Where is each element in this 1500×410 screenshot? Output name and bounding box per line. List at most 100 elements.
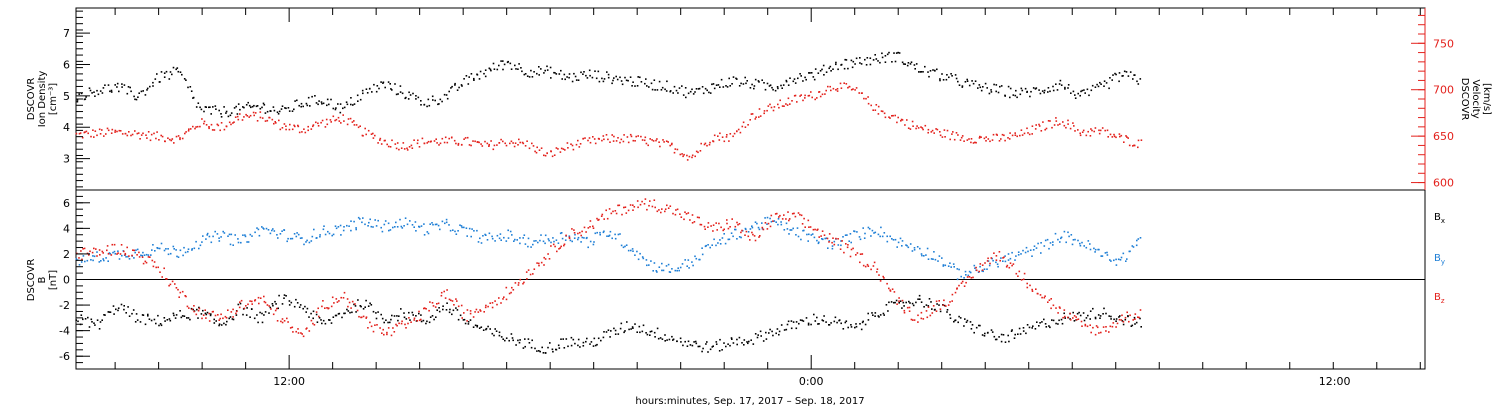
density-point (152, 85, 154, 87)
by-point (907, 246, 910, 249)
velocity-point (535, 151, 538, 154)
velocity-point (605, 134, 608, 136)
density-point (543, 72, 545, 74)
density-point (296, 99, 298, 102)
by-point (227, 235, 229, 237)
density-point (819, 70, 822, 72)
velocity-point (93, 136, 95, 138)
velocity-point (742, 121, 745, 124)
bz-point (1059, 307, 1061, 309)
bz-point (120, 244, 123, 246)
by-point (150, 254, 152, 256)
by-point (926, 247, 929, 250)
velocity-point (1001, 133, 1004, 136)
bz-point (722, 229, 724, 232)
density-point (725, 85, 727, 87)
density-point (672, 92, 674, 94)
velocity-point (443, 141, 446, 144)
bz-point (954, 291, 957, 294)
bz-point (463, 312, 465, 314)
velocity-point (1093, 130, 1095, 133)
density-point (658, 80, 661, 83)
by-point (947, 265, 950, 267)
density-point (121, 83, 123, 85)
bx-point (991, 331, 994, 333)
bz-point (621, 213, 623, 216)
by-point (810, 234, 813, 236)
by-point (519, 237, 521, 239)
by-point (328, 232, 331, 235)
bx-point (965, 321, 968, 323)
density-point (1038, 89, 1040, 91)
by-point (656, 271, 658, 273)
by-point (158, 247, 161, 250)
by-point (785, 222, 788, 225)
velocity-point (839, 82, 842, 85)
bx-point (353, 303, 355, 306)
bz-point (592, 227, 595, 229)
bz-point (382, 328, 384, 331)
velocity-point (832, 87, 835, 90)
bx-point (508, 339, 510, 342)
by-point (355, 227, 357, 229)
by-point (840, 244, 842, 247)
by-point (507, 229, 509, 232)
density-point (169, 71, 172, 73)
by-point (254, 231, 256, 234)
velocity-point (468, 144, 471, 146)
by-point (527, 237, 530, 240)
by-point (348, 225, 350, 227)
bx-point (987, 331, 989, 334)
velocity-point (989, 140, 991, 143)
velocity-point (408, 146, 411, 148)
bz-point (281, 321, 284, 324)
velocity-point (448, 137, 450, 140)
by-point (191, 249, 193, 251)
bz-point (818, 236, 820, 238)
bz-point (1116, 322, 1119, 325)
velocity-point (347, 118, 350, 120)
bx-point (391, 314, 393, 317)
by-point (335, 227, 338, 230)
velocity-point (343, 120, 345, 122)
bx-point (572, 338, 575, 341)
by-point (586, 236, 588, 239)
velocity-point (836, 90, 839, 92)
density-point (941, 73, 943, 75)
by-point (244, 235, 247, 238)
density-point (384, 86, 386, 89)
density-point (768, 85, 771, 87)
by-point (514, 238, 516, 241)
bx-point (890, 301, 893, 303)
by-point (199, 244, 202, 247)
bx-point (729, 344, 731, 347)
bx-point (334, 314, 337, 317)
bz-point (144, 260, 147, 263)
velocity-point (718, 139, 721, 141)
bz-point (532, 273, 534, 275)
velocity-point (924, 124, 927, 127)
bx-point (524, 345, 526, 348)
velocity-point (266, 119, 269, 122)
bz-point (308, 330, 311, 332)
bz-point (879, 280, 882, 282)
bx-point (589, 343, 591, 345)
bz-point (321, 305, 323, 308)
velocity-point (107, 129, 110, 132)
density-point (225, 112, 227, 114)
velocity-point (881, 110, 884, 113)
bx-point (346, 308, 348, 311)
bz-point (205, 317, 207, 319)
by-point (692, 264, 694, 267)
by-point (1057, 238, 1059, 241)
bz-point (420, 318, 422, 321)
by-point (1065, 241, 1067, 244)
bz-point (444, 297, 447, 299)
bx-point (87, 316, 89, 319)
bx-point (743, 344, 745, 346)
bz-point (664, 208, 667, 210)
bz-point (106, 245, 109, 247)
density-point (964, 81, 967, 83)
by-point (1081, 241, 1083, 244)
velocity-point (789, 103, 791, 105)
